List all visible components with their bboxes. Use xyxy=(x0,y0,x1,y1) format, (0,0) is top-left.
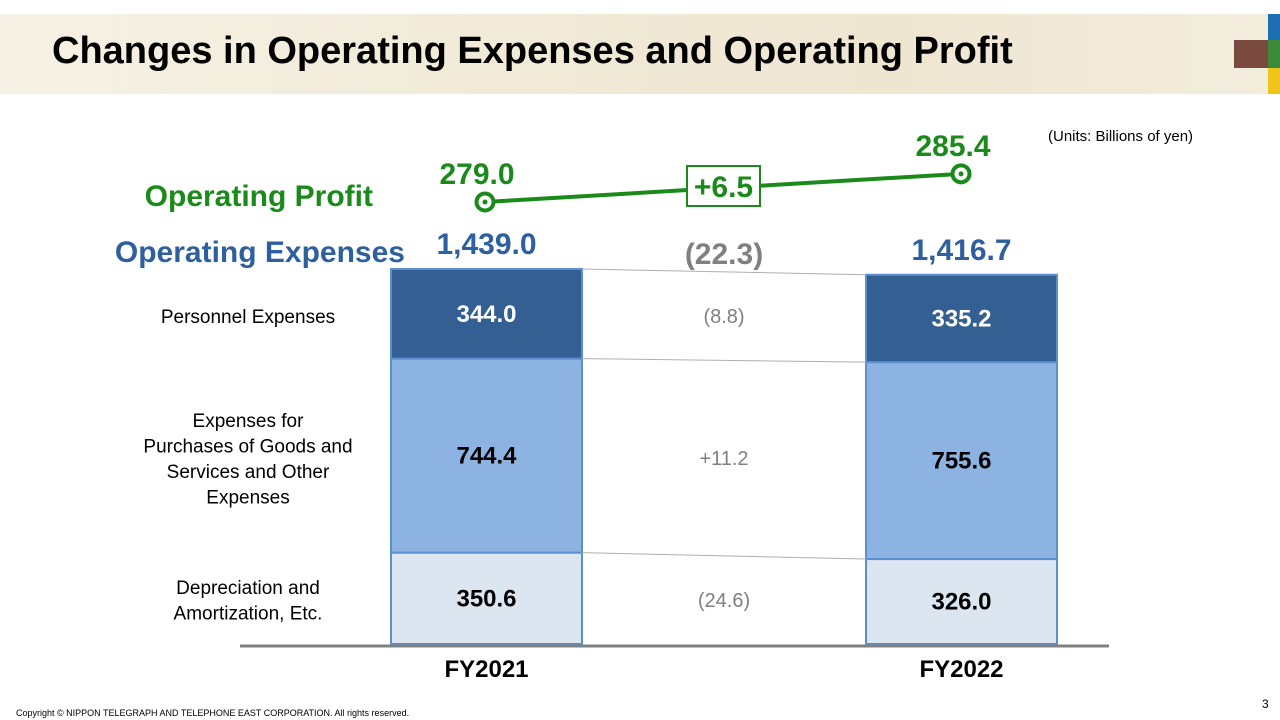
segment-change-label: (24.6) xyxy=(698,590,750,612)
bar-segment xyxy=(865,273,1058,364)
segment-value-label: 744.4 xyxy=(456,443,517,470)
page-title: Changes in Operating Expenses and Operat… xyxy=(52,30,1013,72)
copyright-notice: Copyright © NIPPON TELEGRAPH AND TELEPHO… xyxy=(16,708,410,718)
segment-value-label: 326.0 xyxy=(931,589,991,616)
operating-profit-value-label: 285.4 xyxy=(915,130,990,163)
units-note: (Units: Billions of yen) xyxy=(1048,128,1194,145)
bar-segment xyxy=(865,558,1058,645)
page-number: 3 xyxy=(1262,697,1269,711)
segment-value-label: 344.0 xyxy=(456,301,516,328)
category-label: FY2021 xyxy=(444,656,528,683)
deco-yellow-block xyxy=(1268,68,1280,94)
total-change-label: (22.3) xyxy=(685,238,763,271)
row-label: Services and Other xyxy=(167,462,330,483)
total-value-label: 1,416.7 xyxy=(911,234,1011,267)
segment-value-label: 755.6 xyxy=(931,448,991,475)
row-label: Expenses xyxy=(206,487,289,508)
deco-brown-block xyxy=(1234,40,1268,68)
bar-segment xyxy=(390,551,583,646)
segment-change-label: +11.2 xyxy=(699,448,748,470)
row-label: Personnel Expenses xyxy=(161,307,335,328)
operating-profit-marker-dot xyxy=(958,171,964,177)
bar-segment xyxy=(865,361,1058,561)
total-value-label: 1,439.0 xyxy=(436,228,536,261)
operating-profit-marker-dot xyxy=(482,199,488,205)
row-label: Expenses for xyxy=(193,411,305,432)
bar-segment xyxy=(390,267,583,360)
segment-change-label: (8.8) xyxy=(703,306,744,328)
connector-line xyxy=(581,552,867,560)
operating-expenses-label: Operating Expenses xyxy=(115,236,405,269)
bar-segment xyxy=(390,357,583,554)
row-label: Depreciation and xyxy=(176,578,320,599)
segment-value-label: 335.2 xyxy=(931,305,991,332)
deco-green-block xyxy=(1268,40,1280,68)
connector-line xyxy=(581,268,867,276)
operating-profit-value-label: 279.0 xyxy=(439,158,514,191)
header-banner xyxy=(0,14,1280,94)
operating-profit-change-label: +6.5 xyxy=(694,171,753,204)
row-label: Purchases of Goods and xyxy=(143,436,352,457)
connector-line xyxy=(581,358,867,363)
operating-profit-label: Operating Profit xyxy=(145,180,373,213)
category-label: FY2022 xyxy=(919,656,1003,683)
deco-blue-block xyxy=(1268,14,1280,40)
segment-value-label: 350.6 xyxy=(456,585,516,612)
operating-profit-change-box xyxy=(686,165,761,207)
row-label: Amortization, Etc. xyxy=(174,604,323,625)
